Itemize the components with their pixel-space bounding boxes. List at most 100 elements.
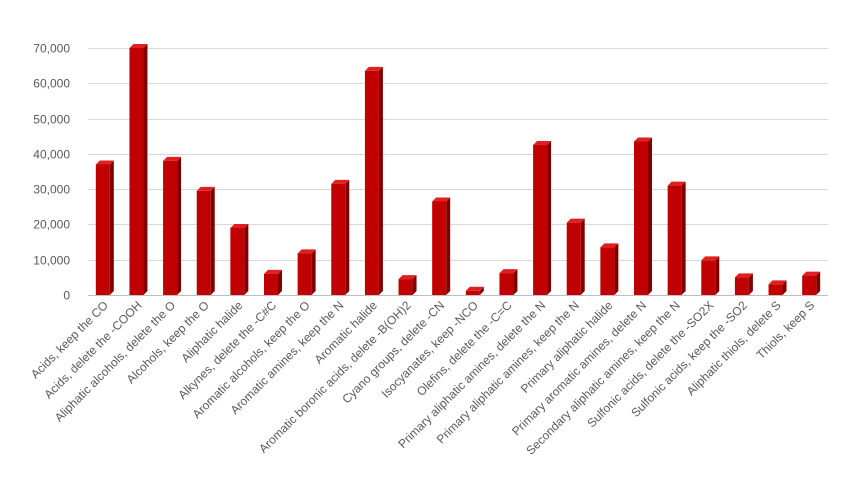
bar-side — [681, 181, 686, 295]
bar-top — [465, 286, 484, 291]
y-tick-label: 50,000 — [33, 113, 70, 127]
bar-top — [297, 249, 316, 254]
bar-side — [177, 156, 182, 295]
bar-side — [614, 243, 619, 295]
bar-top — [196, 186, 215, 191]
bar-top — [264, 269, 282, 274]
bar-side — [513, 269, 518, 295]
bar — [432, 197, 451, 295]
bar — [802, 271, 821, 295]
bar-front — [398, 279, 413, 295]
bar-side — [412, 275, 417, 295]
bar-top — [230, 223, 249, 228]
y-tick-label: 60,000 — [33, 77, 70, 91]
bar-front — [163, 160, 178, 295]
bar-front — [129, 48, 144, 295]
bar-front — [196, 190, 211, 295]
y-tick-label: 20,000 — [33, 218, 70, 232]
bar-side — [547, 141, 552, 295]
bar — [364, 66, 383, 295]
bar-top — [667, 181, 686, 186]
bar-front — [432, 201, 447, 295]
bar — [600, 243, 619, 295]
bars — [95, 44, 821, 295]
bar-top — [768, 280, 787, 285]
bar — [196, 186, 215, 295]
bar-top — [533, 141, 552, 146]
bar-top — [331, 179, 350, 184]
bar — [533, 141, 552, 295]
bar-front — [95, 164, 110, 295]
bar-front — [264, 273, 278, 295]
y-tick-label: 70,000 — [33, 42, 70, 56]
bar — [331, 179, 350, 295]
bar-front — [802, 275, 817, 295]
bar — [230, 223, 249, 295]
bar-front — [331, 183, 346, 295]
bar-side — [748, 273, 753, 295]
bar-top — [163, 156, 182, 161]
bar-top — [432, 197, 451, 202]
bar-side — [580, 218, 585, 295]
bar-side — [378, 66, 383, 295]
bar-front — [297, 253, 312, 295]
bar-top — [499, 269, 518, 274]
bar — [398, 275, 417, 295]
bar-top — [566, 218, 585, 223]
bar-front — [768, 284, 783, 295]
bar — [768, 280, 787, 295]
y-tick-label: 0 — [63, 289, 70, 303]
bar-front — [465, 290, 480, 295]
bar — [701, 256, 720, 295]
bar-front — [499, 273, 514, 295]
bar-side — [311, 249, 316, 295]
bar-front — [634, 141, 648, 295]
y-tick-label: 40,000 — [33, 148, 70, 162]
bar — [734, 273, 753, 295]
bar-side — [109, 160, 114, 295]
bar-front — [734, 277, 749, 295]
bar-front — [566, 222, 581, 295]
bar — [129, 44, 148, 295]
bar-side — [143, 44, 148, 295]
bar-side — [816, 271, 821, 295]
bar-side — [648, 137, 652, 295]
bar — [297, 249, 316, 295]
bar-side — [782, 280, 787, 295]
bar-front — [230, 227, 245, 295]
bar-top — [734, 273, 753, 278]
bar — [95, 160, 114, 295]
bar-top — [398, 275, 417, 280]
bar-front — [533, 145, 548, 295]
y-tick-label: 10,000 — [33, 254, 70, 268]
bar-top — [95, 160, 114, 165]
bar-front — [667, 185, 682, 295]
bar-top — [802, 271, 821, 276]
bar-side — [210, 186, 215, 295]
bar-top — [634, 137, 652, 142]
y-tick-label: 30,000 — [33, 183, 70, 197]
bar-side — [446, 197, 451, 295]
bar-top — [701, 256, 720, 261]
bar-front — [364, 70, 379, 295]
bar — [264, 269, 282, 295]
bar — [634, 137, 652, 295]
bar-top — [600, 243, 619, 248]
bar — [499, 269, 518, 295]
bar-front — [600, 247, 615, 295]
bar-side — [278, 269, 282, 295]
bar — [163, 156, 182, 295]
bar-side — [244, 223, 249, 295]
bar — [667, 181, 686, 295]
bar-top — [129, 44, 148, 48]
bar-side — [479, 286, 484, 295]
bar — [566, 218, 585, 295]
bar-top — [364, 66, 383, 71]
bar-front — [701, 260, 716, 295]
bar — [465, 286, 484, 295]
y-axis-tick-labels: 0 10,000 20,000 30,000 40,000 50,000 60,000 70,… — [33, 42, 70, 303]
bar-side — [345, 179, 350, 295]
